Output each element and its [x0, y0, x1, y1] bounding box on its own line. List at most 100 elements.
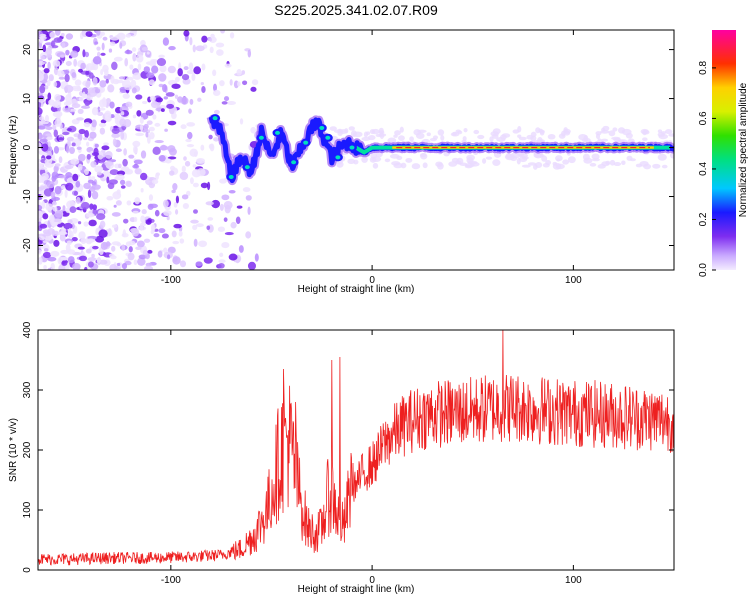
- noise-blob: [68, 146, 75, 155]
- noise-blob: [45, 155, 52, 160]
- noise-blob: [52, 59, 61, 67]
- noise-blob: [143, 265, 154, 270]
- noise-blob: [228, 253, 238, 261]
- noise-blob: [129, 64, 134, 70]
- snr-y-tick-label: 0: [22, 567, 33, 573]
- noise-blob: [45, 126, 53, 131]
- noise-blob: [101, 145, 110, 151]
- spectrogram-y-tick-label: -10: [22, 189, 33, 204]
- noise-blob: [113, 204, 117, 208]
- background-blob: [605, 160, 611, 165]
- noise-blob: [58, 76, 65, 80]
- noise-blob: [112, 138, 117, 147]
- background-blob: [664, 129, 673, 135]
- noise-blob: [132, 72, 142, 80]
- noise-blob: [124, 50, 133, 55]
- noise-blob: [38, 240, 43, 246]
- noise-blob: [109, 41, 116, 46]
- noise-blob: [155, 172, 160, 176]
- noise-blob: [69, 206, 77, 214]
- background-blob: [473, 129, 480, 135]
- spectrogram-y-tick-label: 0: [22, 144, 33, 150]
- snr-y-tick-label: 400: [22, 321, 33, 338]
- noise-blob: [64, 189, 68, 198]
- noise-blob: [195, 223, 204, 228]
- noise-blob: [80, 201, 90, 210]
- background-blob: [405, 157, 413, 163]
- noise-blob: [229, 79, 233, 86]
- noise-blob: [96, 213, 106, 220]
- noise-blob: [96, 46, 101, 51]
- noise-blob: [209, 143, 215, 152]
- noise-blob: [158, 228, 166, 234]
- snr-y-label: SNR (10 * v/v): [8, 418, 19, 482]
- noise-blob: [128, 154, 135, 159]
- noise-blob: [53, 146, 59, 154]
- background-blob: [558, 133, 566, 139]
- noise-blob: [99, 127, 106, 135]
- noise-blob: [59, 233, 66, 242]
- noise-blob: [53, 37, 63, 43]
- noise-blob: [91, 190, 99, 200]
- spectrogram-y-tick-label: -20: [22, 238, 33, 253]
- noise-blob: [110, 36, 119, 41]
- noise-blob: [38, 158, 41, 163]
- noise-blob: [148, 194, 154, 201]
- ridge-blob-center: [228, 174, 234, 179]
- noise-blob: [82, 49, 86, 58]
- background-blob: [621, 128, 632, 136]
- background-blob: [626, 155, 633, 161]
- noise-blob: [38, 125, 46, 130]
- noise-blob: [168, 45, 176, 51]
- noise-blob: [65, 182, 74, 191]
- noise-blob: [122, 158, 128, 167]
- noise-blob: [105, 151, 113, 159]
- noise-blob: [53, 239, 60, 247]
- noise-blob: [118, 163, 122, 169]
- noise-blob: [157, 250, 163, 258]
- noise-blob: [53, 81, 58, 88]
- background-blob: [384, 158, 391, 163]
- noise-blob: [76, 117, 84, 121]
- noise-blob: [39, 35, 44, 44]
- noise-blob: [209, 46, 214, 54]
- noise-blob: [54, 163, 61, 167]
- background-blob: [591, 153, 600, 160]
- noise-blob: [43, 248, 49, 252]
- noise-blob: [83, 137, 88, 141]
- noise-blob: [88, 219, 97, 227]
- noise-blob: [186, 190, 191, 197]
- noise-blob: [151, 65, 159, 74]
- noise-blob: [193, 151, 198, 157]
- noise-blob: [78, 128, 86, 135]
- snr-x-tick-label: -100: [161, 575, 181, 586]
- noise-blob: [212, 69, 217, 77]
- noise-blob: [181, 194, 189, 200]
- noise-blob: [109, 264, 118, 270]
- noise-blob: [154, 140, 164, 144]
- background-blob: [409, 136, 414, 142]
- noise-blob: [112, 78, 120, 85]
- noise-blob: [150, 59, 158, 63]
- noise-blob: [132, 114, 137, 119]
- noise-blob: [97, 111, 104, 117]
- noise-blob: [121, 262, 128, 270]
- ridge-blob-center: [325, 135, 331, 140]
- noise-blob: [145, 262, 153, 267]
- noise-blob: [206, 181, 211, 191]
- noise-blob: [78, 255, 88, 262]
- noise-blob: [38, 249, 42, 255]
- noise-blob: [215, 42, 225, 48]
- noise-blob: [63, 222, 73, 230]
- noise-blob: [111, 224, 118, 228]
- snr-y-tick-label: 300: [22, 381, 33, 398]
- noise-blob: [172, 240, 180, 245]
- noise-blob: [189, 37, 193, 46]
- noise-blob: [190, 177, 194, 185]
- background-blob: [563, 128, 571, 134]
- noise-blob: [193, 238, 198, 247]
- noise-blob: [115, 200, 122, 206]
- noise-blob: [50, 250, 60, 257]
- ridge-blob-center: [275, 130, 281, 135]
